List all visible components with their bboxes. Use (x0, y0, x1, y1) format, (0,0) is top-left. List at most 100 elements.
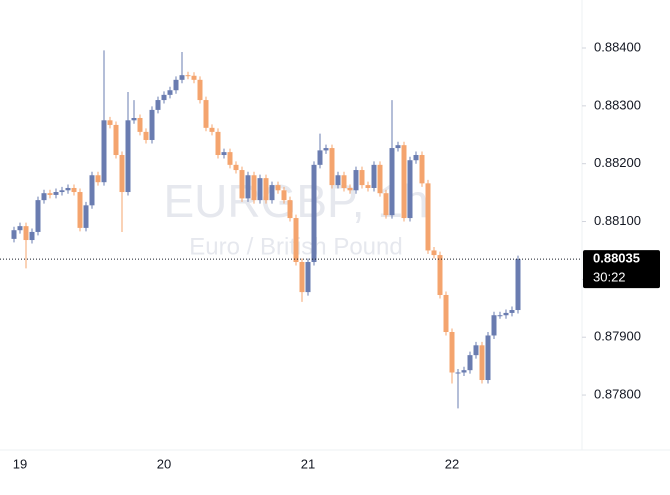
candle-body (125, 120, 131, 193)
candle-body (71, 187, 77, 193)
candle-body (395, 145, 401, 149)
candle-body (35, 200, 41, 232)
candle-body (227, 152, 233, 165)
candle-body (77, 192, 83, 228)
x-tick-label: 22 (445, 456, 459, 471)
last-price-label: 0.88035 (593, 251, 640, 266)
candle-body (479, 345, 485, 381)
candle-body (251, 175, 257, 201)
candle-body (83, 205, 89, 228)
candle-body (233, 164, 239, 171)
candle-body (437, 255, 443, 295)
countdown-label: 30:22 (593, 270, 626, 285)
candle-body (287, 200, 293, 219)
candle-body (263, 178, 269, 201)
candle-body (221, 152, 227, 156)
candle-body (491, 315, 497, 336)
candle-body (383, 193, 389, 216)
candle-body (401, 145, 407, 219)
candle-body (113, 124, 119, 156)
candle-body (23, 226, 29, 241)
candle-body (515, 259, 521, 311)
candle-body (11, 230, 17, 239)
candle-body (413, 155, 419, 161)
candle-body (173, 79, 179, 91)
candle-body (167, 90, 173, 95)
candle-body (95, 175, 101, 183)
y-tick-label: 0.87800 (594, 386, 641, 401)
candle-body (341, 175, 347, 188)
candle-body (461, 370, 467, 373)
last-price-box (583, 250, 660, 289)
x-tick-label: 19 (13, 456, 27, 471)
candle-body (119, 155, 125, 193)
candle-body (275, 185, 281, 191)
y-tick-label: 0.88300 (594, 97, 641, 112)
candle-body (503, 312, 509, 316)
candle-body (467, 355, 473, 371)
candle-body (107, 120, 113, 125)
candle-body (203, 100, 209, 128)
candle-body (155, 100, 161, 110)
candle-body (161, 94, 167, 101)
candle-body (41, 193, 47, 201)
candle-body (353, 170, 359, 191)
y-tick-label: 0.88400 (594, 39, 641, 54)
x-tick-label: 20 (157, 456, 171, 471)
candle-body (509, 310, 515, 313)
candle-body (299, 262, 305, 293)
candle-body (245, 175, 251, 199)
candle-body (293, 218, 299, 263)
candle-body (149, 109, 155, 140)
candle-body (389, 148, 395, 216)
candle-body (239, 170, 245, 199)
candle-body (473, 345, 479, 356)
candle-body (335, 175, 341, 186)
candle-body (377, 164, 383, 194)
candle-body (317, 150, 323, 165)
candle-body (179, 75, 185, 80)
y-tick-label: 0.88100 (594, 213, 641, 228)
candle-body (425, 183, 431, 251)
candle-body (53, 192, 59, 195)
candle-body (431, 250, 437, 256)
candle-body (269, 185, 275, 201)
candle-body (215, 131, 221, 156)
candle-body (485, 335, 491, 381)
candle-body (443, 294, 449, 333)
candle-body (329, 148, 335, 186)
candle-body (257, 178, 263, 201)
candle-body (323, 148, 329, 151)
candle-body (17, 226, 23, 231)
y-tick-label: 0.87900 (594, 329, 641, 344)
candle-body (209, 127, 215, 132)
candle-body (359, 170, 365, 186)
candle-body (347, 187, 353, 191)
candle-body (101, 120, 107, 183)
candle-body (281, 190, 287, 201)
candle-body (449, 332, 455, 373)
candle-body (455, 372, 461, 374)
candle-body (131, 117, 137, 121)
candle-body (65, 187, 71, 191)
candle-body (407, 160, 413, 219)
candle-body (311, 164, 317, 263)
candle-body (197, 79, 203, 101)
candle-body (143, 131, 149, 140)
candle-body (305, 262, 311, 293)
candle-body (419, 155, 425, 184)
candle-body (89, 175, 95, 206)
candle-body (47, 193, 53, 195)
candle-body (137, 117, 143, 132)
candle-body (497, 315, 503, 317)
candle-body (191, 75, 197, 80)
candle-body (185, 75, 191, 77)
candle-body (371, 164, 377, 188)
candle-body (29, 231, 35, 241)
x-tick-label: 21 (301, 456, 315, 471)
candle-body (59, 190, 65, 193)
candle-body (365, 185, 371, 188)
y-tick-label: 0.88200 (594, 155, 641, 170)
